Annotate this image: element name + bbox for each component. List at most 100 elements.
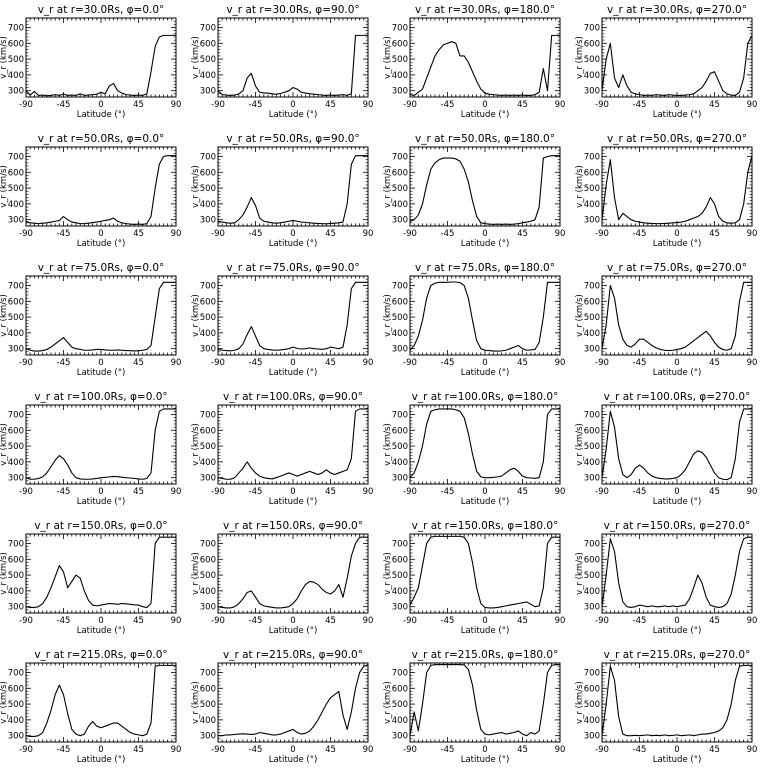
x-tick-label: -90 bbox=[19, 100, 33, 110]
x-tick-label: 45 bbox=[709, 358, 720, 368]
x-tick-label: 0 bbox=[290, 616, 295, 626]
y-tick-label: 600 bbox=[8, 426, 24, 436]
panel-title: v_r at r=50.0Rs, φ=0.0° bbox=[38, 133, 165, 145]
y-axis-label: v_r (km/s) bbox=[575, 36, 585, 79]
y-tick-label: 400 bbox=[584, 587, 600, 597]
y-axis-label: v_r (km/s) bbox=[0, 165, 9, 208]
panel-13: v_r at r=100.0Rs, φ=0.0° -90 -45 0 45 90 300 40… bbox=[0, 391, 181, 507]
x-tick-label: -45 bbox=[633, 616, 647, 626]
x-tick-label: 45 bbox=[709, 487, 720, 497]
y-tick-label: 300 bbox=[392, 603, 408, 613]
x-tick-label: -45 bbox=[633, 745, 647, 755]
x-tick-label: -45 bbox=[249, 745, 263, 755]
panel-title: v_r at r=100.0Rs, φ=90.0° bbox=[223, 391, 363, 403]
panel-17: v_r at r=150.0Rs, φ=0.0° -90 -45 0 45 90 300 40… bbox=[0, 520, 181, 636]
y-tick-label: 700 bbox=[200, 410, 216, 420]
y-tick-label: 500 bbox=[392, 55, 408, 65]
x-axis-label: Latitude (°) bbox=[461, 110, 510, 120]
x-tick-label: 90 bbox=[363, 487, 374, 497]
y-tick-label: 300 bbox=[392, 474, 408, 484]
panel-title: v_r at r=75.0Rs, φ=90.0° bbox=[226, 262, 359, 274]
plot-frame bbox=[25, 275, 177, 356]
y-tick-label: 600 bbox=[584, 555, 600, 565]
y-tick-label: 500 bbox=[8, 184, 24, 194]
x-tick-label: 45 bbox=[709, 616, 720, 626]
panel-title: v_r at r=150.0Rs, φ=270.0° bbox=[604, 520, 751, 532]
x-axis-label: Latitude (°) bbox=[461, 497, 510, 507]
series-line bbox=[601, 35, 753, 96]
y-tick-label: 400 bbox=[584, 200, 600, 210]
y-tick-label: 400 bbox=[584, 458, 600, 468]
x-tick-label: 0 bbox=[290, 100, 295, 110]
panel-title: v_r at r=75.0Rs, φ=0.0° bbox=[38, 262, 165, 274]
y-axis-label: v_r (km/s) bbox=[575, 165, 585, 208]
y-tick-label: 300 bbox=[200, 732, 216, 742]
y-tick-label: 600 bbox=[200, 297, 216, 307]
panel-title: v_r at r=50.0Rs, φ=90.0° bbox=[226, 133, 359, 145]
x-tick-label: -45 bbox=[441, 487, 455, 497]
x-axis-label: Latitude (°) bbox=[653, 368, 702, 378]
x-tick-label: -90 bbox=[19, 487, 33, 497]
y-tick-label: 600 bbox=[392, 39, 408, 49]
y-tick-label: 500 bbox=[584, 700, 600, 710]
x-axis-label: Latitude (°) bbox=[653, 239, 702, 249]
panel-title: v_r at r=150.0Rs, φ=0.0° bbox=[34, 520, 167, 532]
panel-23: v_r at r=215.0Rs, φ=180.0° -90 -45 0 45 90 300… bbox=[383, 649, 565, 765]
x-tick-label: 45 bbox=[325, 229, 336, 239]
x-tick-label: 45 bbox=[325, 745, 336, 755]
y-tick-label: 400 bbox=[200, 458, 216, 468]
x-tick-label: -45 bbox=[57, 745, 71, 755]
x-tick-label: -45 bbox=[441, 100, 455, 110]
x-tick-label: 90 bbox=[363, 100, 374, 110]
x-tick-label: -45 bbox=[441, 229, 455, 239]
x-axis-label: Latitude (°) bbox=[269, 755, 318, 765]
y-axis-label: v_r (km/s) bbox=[191, 165, 201, 208]
x-tick-label: -90 bbox=[403, 229, 417, 239]
y-tick-label: 400 bbox=[8, 200, 24, 210]
y-axis-label: v_r (km/s) bbox=[0, 681, 9, 724]
x-tick-label: 45 bbox=[133, 745, 144, 755]
x-tick-label: -90 bbox=[211, 100, 225, 110]
x-tick-label: -45 bbox=[249, 100, 263, 110]
y-tick-label: 300 bbox=[584, 216, 600, 226]
plot-frame bbox=[601, 404, 753, 485]
x-tick-label: 0 bbox=[674, 100, 679, 110]
y-tick-label: 400 bbox=[392, 200, 408, 210]
y-axis-label: v_r (km/s) bbox=[575, 294, 585, 337]
y-tick-label: 600 bbox=[8, 684, 24, 694]
x-tick-label: -90 bbox=[595, 100, 609, 110]
y-tick-label: 500 bbox=[8, 55, 24, 65]
y-tick-label: 700 bbox=[584, 23, 600, 33]
x-tick-label: -45 bbox=[57, 487, 71, 497]
y-tick-label: 400 bbox=[200, 329, 216, 339]
x-tick-label: 45 bbox=[517, 487, 528, 497]
y-tick-label: 600 bbox=[584, 684, 600, 694]
x-tick-label: -45 bbox=[249, 487, 263, 497]
x-tick-label: 90 bbox=[747, 229, 758, 239]
panel-title: v_r at r=215.0Rs, φ=90.0° bbox=[223, 649, 363, 661]
x-tick-label: 90 bbox=[555, 487, 566, 497]
series-line bbox=[25, 408, 176, 480]
y-tick-label: 400 bbox=[392, 71, 408, 81]
x-tick-label: -90 bbox=[211, 616, 225, 626]
x-tick-label: 0 bbox=[482, 745, 487, 755]
y-tick-label: 400 bbox=[8, 587, 24, 597]
y-tick-label: 600 bbox=[200, 555, 216, 565]
y-tick-label: 400 bbox=[200, 716, 216, 726]
plot-frame bbox=[409, 146, 561, 227]
y-tick-label: 400 bbox=[8, 458, 24, 468]
y-tick-label: 500 bbox=[8, 571, 24, 581]
y-tick-label: 400 bbox=[200, 200, 216, 210]
y-tick-label: 600 bbox=[200, 168, 216, 178]
x-tick-label: 90 bbox=[747, 745, 758, 755]
x-tick-label: 90 bbox=[555, 100, 566, 110]
x-axis-label: Latitude (°) bbox=[269, 239, 318, 249]
y-axis-label: v_r (km/s) bbox=[191, 423, 201, 466]
y-tick-label: 600 bbox=[392, 426, 408, 436]
x-tick-label: -45 bbox=[633, 487, 647, 497]
x-tick-label: 45 bbox=[133, 358, 144, 368]
y-tick-label: 700 bbox=[8, 410, 24, 420]
x-tick-label: 90 bbox=[747, 100, 758, 110]
y-tick-label: 400 bbox=[392, 458, 408, 468]
y-tick-label: 300 bbox=[392, 87, 408, 97]
